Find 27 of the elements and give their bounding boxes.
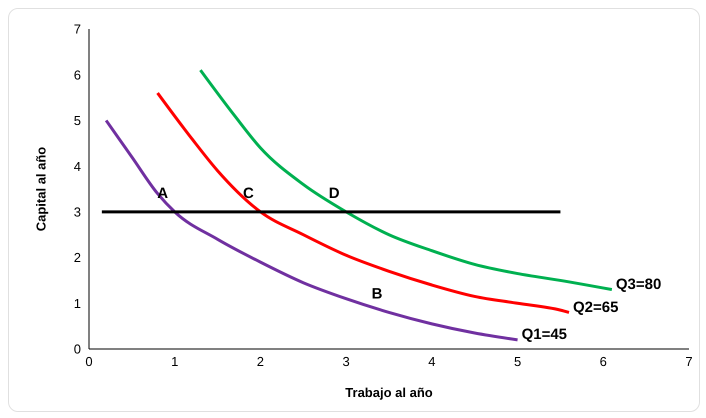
y-tick-label: 2: [74, 250, 81, 266]
y-tick-label: 4: [74, 158, 81, 174]
annotation: C: [243, 184, 254, 202]
y-tick-label: 1: [74, 296, 81, 311]
y-tick-label: 5: [74, 113, 81, 128]
x-tick-label: 7: [685, 354, 693, 370]
x-tick-label: 6: [600, 354, 607, 370]
y-tick-label: 7: [74, 22, 81, 37]
y-axis-title: Capital al año: [34, 146, 49, 232]
annotation: Q3=80: [616, 276, 662, 293]
annotation: B: [372, 285, 383, 302]
annotation: D: [328, 184, 340, 202]
y-tick-label: 0: [74, 342, 81, 357]
x-tick-label: 5: [514, 354, 522, 370]
y-tick-label: 3: [74, 204, 81, 220]
x-tick-label: 0: [85, 354, 93, 370]
x-tick-label: 4: [428, 354, 436, 370]
annotation: A: [157, 184, 168, 202]
x-tick-label: 1: [171, 354, 178, 370]
x-tick-label: 3: [342, 354, 350, 370]
annotation: Q1=45: [522, 326, 568, 344]
line-series: [104, 118, 520, 342]
x-axis-title: Trabajo al año: [345, 385, 433, 400]
line-series: [156, 92, 570, 314]
annotation: Q2=65: [573, 298, 618, 316]
x-tick-label: 2: [256, 354, 264, 370]
y-tick-label: 6: [74, 67, 81, 82]
